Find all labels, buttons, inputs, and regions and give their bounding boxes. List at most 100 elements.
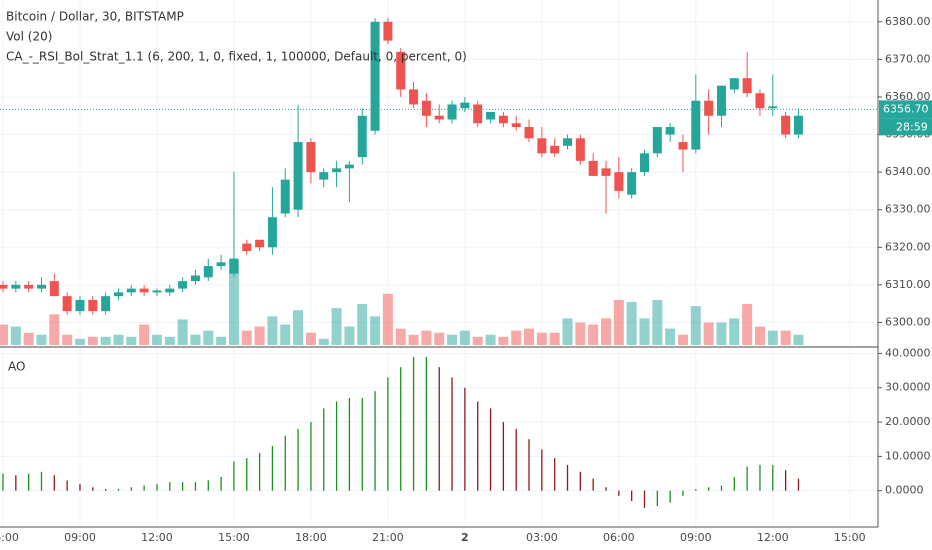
y2-tick-label: 20.0000: [885, 415, 931, 428]
volume-bar: [74, 338, 85, 345]
volume-bar: [228, 260, 239, 345]
candle-body: [319, 172, 329, 180]
indicator-label: AO: [8, 360, 25, 374]
volume-bar: [87, 336, 98, 345]
volume-bar: [203, 330, 214, 345]
volume-bar: [408, 334, 419, 345]
y-tick-label: 6360.00: [885, 90, 931, 103]
volume-bar: [588, 324, 599, 345]
volume-bar: [434, 332, 445, 345]
volume-bar: [562, 318, 573, 345]
x-tick-label: 12:00: [757, 531, 789, 544]
candle-body: [575, 138, 585, 161]
volume-bar: [690, 306, 701, 345]
candle-body: [24, 284, 34, 289]
candle-body: [627, 172, 637, 195]
candle-body: [652, 127, 662, 154]
candle-body: [344, 164, 354, 169]
candle-body: [742, 78, 752, 94]
candle-body: [126, 288, 136, 293]
volume-bar: [164, 336, 175, 345]
volume-bar: [331, 308, 342, 345]
candle-body: [0, 284, 8, 289]
y2-tick-label: 40.0000: [885, 346, 931, 359]
y-tick-label: 6320.00: [885, 240, 931, 253]
volume-bar: [780, 330, 791, 345]
candle-body: [190, 275, 200, 282]
x-tick-label: 09:00: [680, 531, 712, 544]
candle-body: [62, 296, 72, 312]
candle-body: [498, 115, 508, 124]
volume-bar: [754, 326, 765, 345]
volume-bar: [511, 330, 522, 345]
volume-bar: [459, 330, 470, 345]
strategy-label: CA_-_RSI_Bol_Strat_1.1 (6, 200, 1, 0, fi…: [6, 50, 467, 64]
candle-body: [216, 262, 226, 267]
volume-bar: [151, 334, 162, 345]
volume-bar: [639, 318, 650, 345]
y-tick-label: 6380.00: [885, 15, 931, 28]
x-tick-label: 12:00: [141, 531, 173, 544]
axes: 06:00 09:00 12:00 15:00 18:00 21:00 2 03:00 06:0…: [0, 15, 932, 544]
countdown-box: [879, 118, 932, 136]
y2-tick-label: 10.0000: [885, 449, 931, 462]
candle-body: [704, 100, 714, 116]
volume-bar: [729, 318, 740, 345]
x-tick-label: 2: [461, 531, 469, 544]
candle-body: [768, 106, 778, 109]
volume-bar: [36, 334, 47, 345]
x-tick-label: 15:00: [218, 531, 250, 544]
candle-body: [113, 292, 123, 297]
candle-body: [88, 299, 98, 312]
y-tick-label: 6310.00: [885, 278, 931, 291]
volume-bar: [139, 324, 150, 345]
volume-bar: [524, 328, 535, 345]
volume-bar: [447, 334, 458, 345]
candle-body: [357, 115, 367, 158]
volume-bar: [536, 332, 547, 345]
volume-bar: [716, 322, 727, 345]
candle-body: [460, 102, 470, 109]
candle-body: [729, 78, 739, 90]
candle-body: [203, 266, 213, 278]
candle-body: [255, 239, 265, 248]
volume-bar: [318, 338, 329, 345]
volume-bar: [767, 330, 778, 345]
candle-body: [421, 100, 431, 116]
volume-bar: [485, 334, 496, 345]
last-price-label: 6356.70: [883, 102, 929, 115]
candle-body: [511, 123, 521, 128]
volume-bar: [370, 316, 381, 345]
volume-bar: [742, 304, 753, 345]
candle-body: [11, 284, 21, 289]
candle-body: [101, 296, 111, 312]
volume-bar: [241, 330, 252, 345]
candle-body: [165, 288, 175, 293]
volume-bar: [382, 293, 393, 345]
candle-body: [601, 168, 611, 176]
volume-bar: [626, 301, 637, 345]
volume-bar: [177, 319, 188, 345]
candle-body: [280, 179, 290, 214]
candle-body: [139, 288, 149, 293]
candle-body: [537, 138, 547, 154]
volume-bar: [126, 336, 137, 345]
candle-body: [75, 299, 85, 312]
volume-bar: [267, 316, 278, 345]
candle-body: [370, 21, 380, 131]
candle-body: [267, 217, 277, 248]
volume-bar: [613, 299, 624, 345]
candle-body: [781, 115, 791, 135]
volume-bar: [472, 336, 483, 345]
countdown-label: 28:59: [896, 120, 928, 133]
volume-bar: [575, 322, 586, 345]
volume-label: Vol (20): [6, 30, 52, 44]
candle-body: [242, 243, 252, 252]
candle-body: [434, 115, 444, 120]
volume-bar: [665, 328, 676, 345]
volume-bar: [216, 336, 227, 345]
x-tick-label: 21:00: [372, 531, 404, 544]
volume-bar: [549, 332, 560, 345]
volume-bar: [190, 334, 201, 345]
